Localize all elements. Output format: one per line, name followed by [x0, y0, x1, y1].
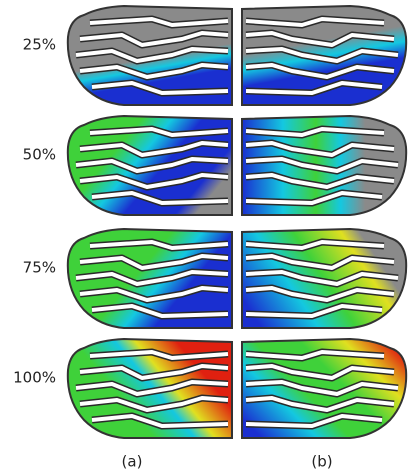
grille-panel: [68, 116, 232, 215]
column-label: (a): [122, 453, 143, 471]
grille-panel: [68, 6, 232, 105]
row-label: 75%: [23, 259, 56, 277]
grille-panel: [242, 116, 406, 215]
row-label: 100%: [13, 369, 56, 387]
grille-panel: [68, 339, 232, 438]
grille-panel: [242, 339, 406, 438]
row-label: 50%: [23, 146, 56, 164]
grille-panel: [242, 229, 406, 328]
column-label: (b): [311, 453, 332, 471]
figure: 25% 50% 75% 100% (a) (b): [0, 0, 414, 475]
row-label: 25%: [23, 36, 56, 54]
grille-panel: [242, 6, 406, 105]
grille-panel: [68, 229, 232, 328]
